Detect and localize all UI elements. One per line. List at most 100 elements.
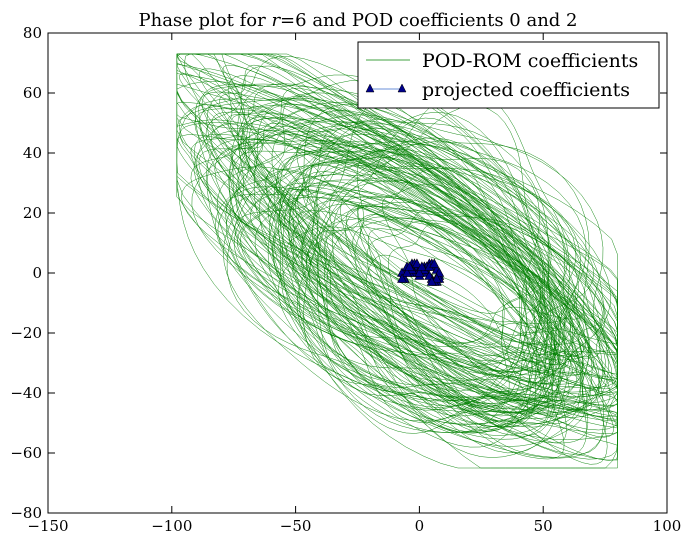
x-tick-label: −100 [151,517,192,535]
pod-rom-orbit-line [306,226,549,436]
pod-rom-orbit-line [195,53,618,387]
y-tick-label: −20 [10,324,42,342]
x-tick-label: −150 [27,517,68,535]
pod-rom-orbit-line [176,119,618,411]
title-math-0: 0 [509,10,520,31]
legend-label-projected: projected coefficients [422,79,630,101]
pod-rom-orbit-line [176,53,610,352]
y-tick-label: 0 [32,264,42,282]
pod-rom-orbit-line [366,207,608,465]
title-middle: and POD coefficients [307,10,510,31]
pod-rom-orbit-line [296,155,554,434]
y-tick-label: 20 [23,204,42,222]
pod-rom-orbit-line [215,103,618,422]
legend-triangle-marker-left [365,83,375,93]
legend-box [357,41,660,109]
pod-rom-orbit-line [253,87,570,369]
pod-rom-orbit-line [359,216,560,402]
title-and: and [521,10,566,31]
projected-triangle-marker [397,273,408,283]
pod-rom-orbit-line [176,60,618,372]
pod-rom-orbit-line [190,118,618,420]
pod-rom-orbit-line [198,74,618,388]
pod-rom-series [176,53,618,469]
legend: POD-ROM coefficients projected coefficie… [357,41,660,109]
pod-rom-orbit-line [206,83,611,440]
pod-rom-orbit-line [272,141,572,417]
projected-triangle-marker [404,261,415,271]
pod-rom-orbit-line [225,104,600,410]
pod-rom-orbit-line [242,105,606,448]
pod-rom-orbit-line [366,254,528,428]
pod-rom-orbit-line [345,202,543,407]
pod-rom-orbit-line [282,112,574,454]
pod-rom-orbit-line [235,107,567,433]
y-tick-label: 80 [23,24,42,42]
pod-rom-orbit-line [194,108,611,411]
y-tick-label: −80 [10,504,42,522]
pod-rom-orbit-line [280,143,618,431]
pod-rom-orbit-line [265,95,579,377]
pod-rom-orbit-line [198,125,618,461]
projected-triangle-marker [426,276,437,286]
y-tick-label: −60 [10,444,42,462]
projected-triangle-marker [431,273,442,283]
pod-rom-orbit-line [199,56,618,384]
x-tick-label: 0 [415,517,425,535]
pod-rom-orbit-line [216,110,618,460]
y-tick-label: 60 [23,84,42,102]
x-tick-label: 100 [653,517,682,535]
x-axis-ticks: −150 −100 −50 0 50 100 [27,33,681,535]
pod-rom-orbit-line [250,186,570,410]
pod-rom-orbit-line [221,53,618,380]
pod-rom-orbit-line [229,102,604,428]
pod-rom-orbit-line [226,128,618,461]
pod-rom-orbit-line [345,204,565,414]
projected-triangle-marker [429,258,440,268]
projected-triangle-marker [414,267,425,277]
pod-rom-orbit-line [214,141,618,459]
title-math-6: 6 [295,10,306,31]
projected-triangle-marker [411,258,422,268]
pod-rom-orbit-line [231,123,618,427]
projected-triangle-marker [402,267,413,277]
pod-rom-orbit-line [184,53,618,392]
pod-rom-orbit-line [201,85,557,362]
pod-rom-orbit-line [297,184,618,428]
x-tick-label: 50 [534,517,553,535]
projected-triangle-marker [416,261,427,271]
title-math-r: r [271,10,281,31]
pod-rom-orbit-line [352,218,589,444]
pod-rom-orbit-line [292,148,581,425]
pod-rom-orbit-line [193,130,583,420]
pod-rom-orbit-line [237,118,566,393]
pod-rom-orbit-line [211,75,584,357]
title-prefix: Phase plot for [138,10,271,31]
pod-rom-orbit-line [388,222,567,444]
legend-triangle-marker-right [397,83,407,93]
pod-rom-orbit-line [179,122,584,387]
pod-rom-orbit-line [198,68,584,320]
pod-rom-orbit-line [207,133,531,425]
pod-rom-orbit-line [357,205,593,411]
projected-series [397,258,445,286]
pod-rom-orbit-line [290,203,510,417]
title-math-2: 2 [566,10,577,31]
pod-rom-orbit-line [288,165,557,395]
pod-rom-orbit-line [176,79,618,469]
chart-title: Phase plot for r=6 and POD coefficients … [138,10,577,31]
pod-rom-orbit-line [357,197,578,423]
pod-rom-orbit-line [234,161,583,428]
pod-rom-orbit-line [206,125,560,437]
legend-label-pod-rom: POD-ROM coefficients [422,50,638,72]
y-tick-label: −40 [10,384,42,402]
y-axis-ticks: −80 −60 −40 −20 0 20 40 60 80 [10,24,667,522]
pod-rom-orbit-line [190,113,595,375]
pod-rom-orbit-line [328,177,550,428]
pod-rom-orbit-line [229,139,561,399]
pod-rom-orbit-line [288,189,618,417]
title-equals: = [280,10,295,31]
pod-rom-orbit-line [211,98,601,359]
pod-rom-orbit-line [278,128,593,458]
